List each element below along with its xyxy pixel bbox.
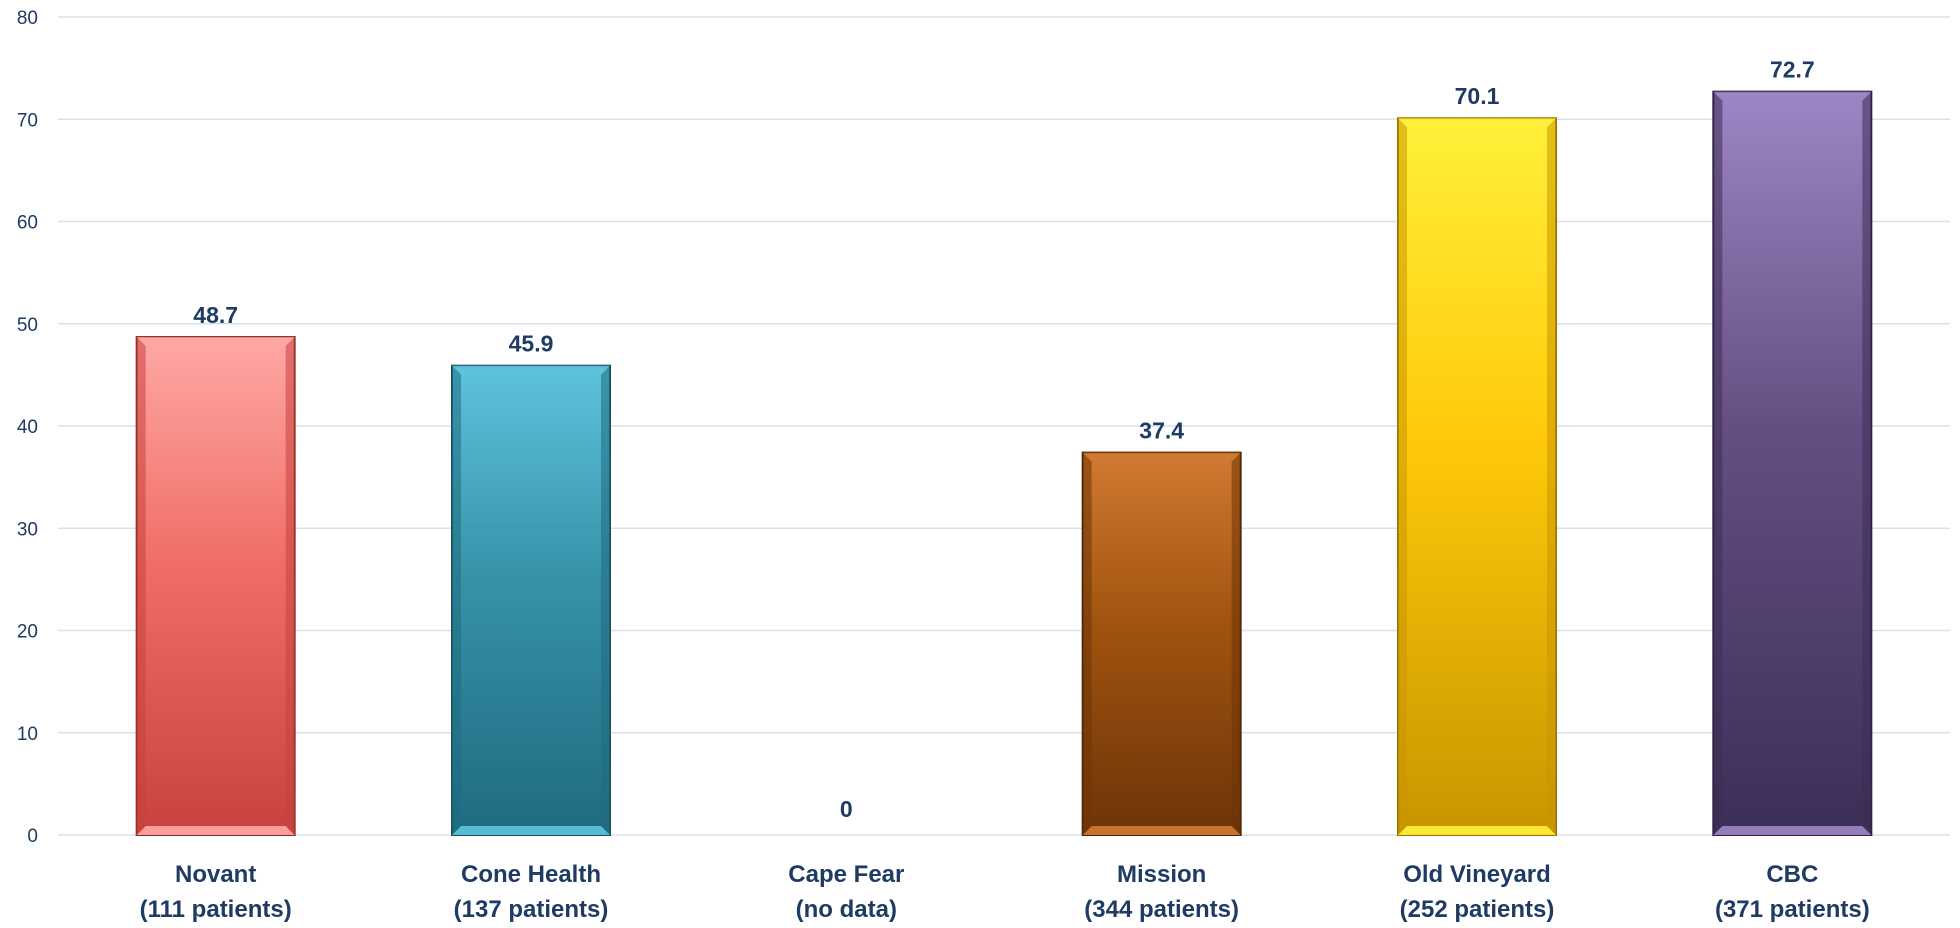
category-sublabel: (137 patients) [454, 896, 609, 923]
category-sublabel: (111 patients) [140, 896, 292, 923]
bars [135, 90, 1873, 837]
bar-bevel-left [452, 365, 461, 835]
bar-bevel-right [1231, 452, 1241, 835]
x-axis: Novant (111 patients) Cone Health (137 pati… [140, 861, 1870, 923]
bar-bevel-right [1547, 118, 1556, 836]
y-tick-label: 70 [17, 110, 38, 131]
bar-bevel-top [1398, 118, 1556, 128]
value-label: 70.1 [1455, 83, 1500, 109]
bar-body [1712, 90, 1873, 836]
bar-bevel-right [601, 365, 610, 835]
value-label: 48.7 [193, 302, 238, 328]
bar-body [135, 336, 296, 836]
bar-bevel-top [136, 337, 295, 347]
bar-bevel-right [285, 337, 295, 835]
bar [135, 336, 296, 836]
y-axis: 0 10 20 30 40 50 60 70 80 [17, 8, 38, 847]
bar-bevel-left [1398, 118, 1407, 836]
category-sublabel: (344 patients) [1084, 896, 1239, 923]
category-label: Old Vineyard [1403, 861, 1551, 888]
bar-bevel-bottom [1713, 826, 1872, 835]
category-label: Cape Fear [788, 861, 904, 888]
value-labels: 48.7 45.9 0 37.4 70.1 72.7 [193, 57, 1814, 822]
gridlines [58, 16, 1950, 836]
category-sublabel: (no data) [796, 896, 897, 923]
y-tick-label: 40 [17, 417, 38, 438]
bar-bevel-bottom [136, 826, 295, 835]
bar [1712, 90, 1873, 836]
bar-body [1397, 117, 1557, 837]
y-tick-label: 10 [17, 724, 38, 745]
y-tick-label: 30 [17, 519, 38, 540]
category-label: CBC [1766, 861, 1818, 888]
category-sublabel: (252 patients) [1400, 896, 1555, 923]
bar-bevel-left [136, 337, 146, 835]
bar-body [1081, 451, 1242, 836]
y-tick-label: 80 [17, 8, 38, 29]
bar-bevel-left [1082, 452, 1092, 835]
value-label: 37.4 [1139, 418, 1184, 444]
bar [1397, 117, 1557, 837]
bar-bevel-left [1713, 91, 1723, 835]
bar [451, 364, 611, 836]
category-label: Mission [1117, 861, 1206, 888]
bar-bevel-top [452, 365, 610, 375]
bar-bevel-right [1862, 91, 1872, 835]
value-label: 72.7 [1770, 57, 1815, 83]
bar-bevel-bottom [452, 826, 610, 835]
value-label: 0 [840, 796, 853, 822]
y-tick-label: 20 [17, 622, 38, 643]
category-label: Cone Health [461, 861, 601, 888]
category-sublabel: (371 patients) [1715, 896, 1870, 923]
bar-bevel-bottom [1082, 826, 1241, 835]
y-tick-label: 0 [27, 826, 38, 847]
y-tick-label: 50 [17, 315, 38, 336]
bar-bevel-bottom [1398, 826, 1556, 835]
y-tick-label: 60 [17, 213, 38, 234]
bar-bevel-top [1713, 91, 1872, 101]
bar [1081, 451, 1242, 836]
value-label: 45.9 [509, 331, 554, 357]
bar-body [451, 364, 611, 836]
bar-bevel-top [1082, 452, 1241, 462]
category-label: Novant [175, 861, 256, 888]
